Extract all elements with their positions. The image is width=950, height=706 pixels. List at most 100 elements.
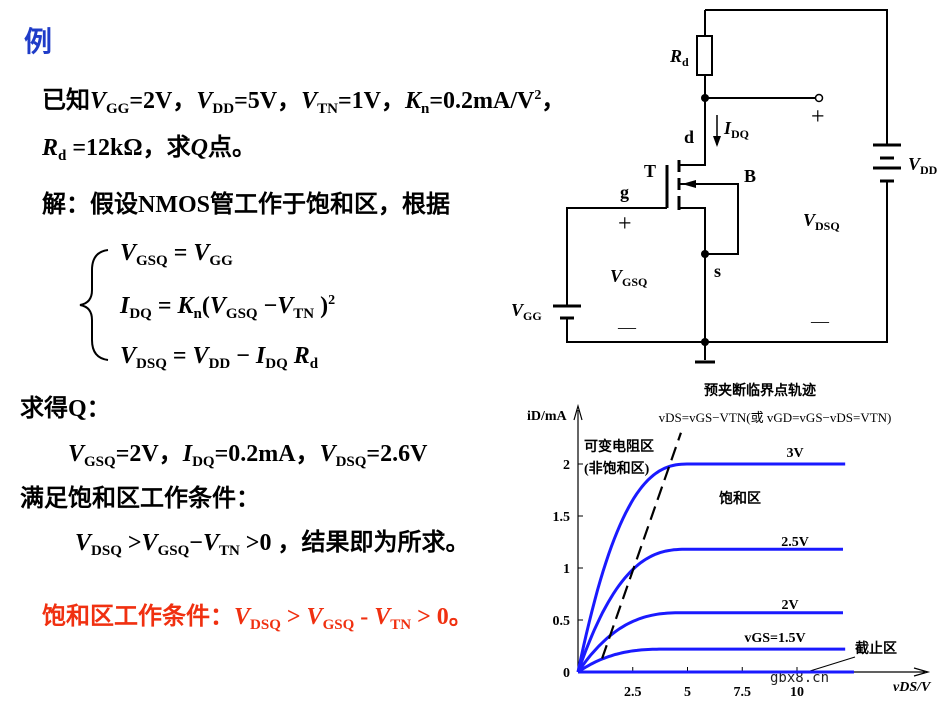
text-segment: V [202, 530, 219, 556]
text-segment: 求得Q： [20, 396, 111, 422]
chart-title: 预夹断临界点轨迹 [704, 382, 816, 399]
text-segment: d [309, 356, 319, 372]
result-heading: 求得Q： [20, 388, 111, 423]
text-segment: 饱和区工作条件： [42, 604, 234, 630]
text-segment: − [189, 530, 203, 556]
text-segment: =2V， [115, 441, 183, 467]
condition-check: VDSQ >VGSQ−VTN >0 ，结果即为所求。 [75, 522, 469, 560]
minus-sign: — [810, 311, 830, 331]
example-heading: 例 [24, 27, 53, 58]
text-segment: = [167, 240, 194, 266]
text-segment: V [141, 530, 158, 556]
text-segment: V [192, 343, 209, 369]
node [701, 250, 709, 258]
text-segment: I [120, 293, 130, 319]
text-segment: DSQ [136, 356, 167, 372]
text-segment: V [68, 441, 85, 467]
given-line-2: Rd =12kΩ，求Q点。 [42, 127, 256, 165]
x-tick-label: 2.5 [624, 685, 642, 700]
text-segment: V [209, 293, 226, 319]
equation-2: IDQ = Kn(VGSQ −VTN )2 [120, 293, 335, 323]
text-segment: GSQ [225, 306, 258, 322]
label-t: T [644, 161, 656, 181]
text-segment: V [319, 441, 336, 467]
y-tick-label: 2 [563, 458, 570, 473]
text-segment: =1V， [337, 88, 405, 114]
plus-sign: + [618, 211, 632, 237]
curve-vGS=1.5V [577, 647, 846, 674]
y-tick-label: 1.5 [553, 510, 571, 525]
region-cutoff: 截止区 [855, 640, 897, 657]
text-segment: =5V， [234, 88, 302, 114]
minus-sign: — [617, 317, 637, 337]
text-segment: V [374, 604, 391, 630]
text-segment: ) [314, 293, 329, 319]
region-ohmic-alt: (非饱和区) [584, 460, 650, 477]
text-segment: ， [541, 88, 566, 114]
x-tick-label: 7.5 [734, 685, 752, 700]
text-segment: Q [190, 135, 208, 161]
plus-sign: + [811, 104, 825, 130]
condition-heading: 满足饱和区工作条件： [20, 478, 260, 513]
chart-formula: vDS=vGS−VTN(或 vGD=vGS−vDS=VTN) [659, 410, 892, 425]
circuit-diagram [553, 9, 901, 364]
text-segment: =2.6V [366, 441, 428, 467]
output-characteristics-chart: 预夹断临界点轨迹 vDS=vGS−VTN(或 vGD=vGS−vDS=VTN) … [527, 382, 932, 700]
region-ohmic: 可变电阻区 [584, 438, 654, 455]
result-values: VGSQ=2V，IDQ=0.2mA，VDSQ=2.6V [68, 433, 427, 471]
text-segment: V [193, 240, 210, 266]
mosfet-gate [665, 160, 681, 210]
text-segment: GSQ [157, 543, 190, 559]
equation-brace [79, 249, 109, 361]
x-tick-label: 10 [790, 685, 804, 700]
label-vdd: VDD [908, 154, 938, 177]
resistor-rd [696, 35, 713, 76]
text-segment: =12kΩ，求 [66, 135, 191, 161]
text-segment: GSQ [322, 617, 355, 633]
text-segment: V [306, 604, 323, 630]
text-segment: − [230, 343, 256, 369]
text-segment: d [58, 148, 67, 164]
cutoff-leader [809, 656, 856, 672]
text-segment: 2 [328, 293, 336, 308]
body-arrow [682, 180, 696, 188]
watermark: gbx8.cn [770, 670, 829, 686]
text-segment: > [121, 530, 142, 556]
curve-3V [576, 462, 846, 673]
text-segment: − [257, 293, 278, 319]
text-segment: I [255, 343, 266, 369]
y-tick-label: 1 [563, 562, 570, 577]
idq-arrowhead [713, 136, 721, 147]
output-terminal [814, 93, 824, 103]
saturation-condition-note: 饱和区工作条件：VDSQ > VGSQ - VTN > 0。 [42, 596, 473, 634]
label-d: d [684, 127, 694, 147]
text-segment: 满足饱和区工作条件： [20, 486, 260, 512]
text-segment: DSQ [250, 617, 281, 633]
label-idq: IDQ [723, 118, 749, 141]
text-segment: R [293, 343, 310, 369]
text-segment: ( [201, 293, 210, 319]
text-segment: n [420, 101, 430, 117]
text-segment: DQ [265, 356, 288, 372]
text-segment: - [354, 604, 375, 630]
text-segment: I [182, 441, 193, 467]
y-tick-label: 0 [563, 666, 570, 681]
text-segment: V [277, 293, 294, 319]
x-tick-label: 5 [684, 685, 691, 700]
text-segment: 解：假设NMOS管工作于饱和区，根据 [42, 192, 450, 218]
text-segment: GG [106, 101, 130, 117]
battery-vgg [553, 304, 581, 320]
text-segment: K [177, 293, 194, 319]
text-segment: TN [317, 101, 338, 117]
y-axis [573, 403, 583, 672]
curve-label: 3V [786, 446, 803, 461]
solution-line: 解：假设NMOS管工作于饱和区，根据 [42, 184, 450, 219]
label-vgsq: VGSQ [610, 266, 647, 289]
text-segment: GSQ [136, 253, 168, 269]
text-segment: > [280, 604, 307, 630]
equation-3: VDSQ = VDD − IDQ Rd [120, 343, 318, 373]
equation-1: VGSQ = VGG [120, 240, 233, 270]
text-segment: =0.2mA/V [429, 88, 535, 114]
pinchoff-locus [601, 432, 682, 659]
text-segment: DD [212, 101, 235, 117]
